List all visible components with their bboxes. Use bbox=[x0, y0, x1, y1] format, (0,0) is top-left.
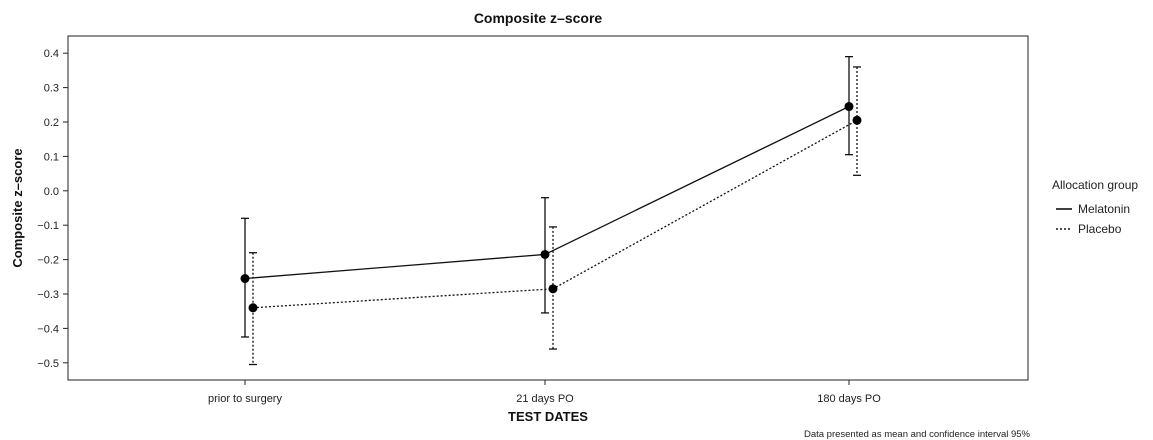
footnote: Data presented as mean and confidence in… bbox=[804, 429, 1031, 440]
series-melatonin bbox=[240, 55, 854, 338]
legend-title: Allocation group bbox=[1052, 178, 1138, 192]
y-tick-label: 0.2 bbox=[44, 117, 59, 129]
series-line bbox=[252, 119, 858, 309]
data-point bbox=[540, 249, 550, 259]
y-tick-label: −0.3 bbox=[37, 289, 59, 301]
y-tick-label: 0.0 bbox=[44, 186, 59, 198]
y-tick-label: −0.1 bbox=[37, 220, 59, 232]
y-axis: 0.4 0.3 0.2 0.1 0.0 −0.1 −0.2 −0.3 −0.4 −0.5 bbox=[37, 48, 68, 370]
legend: Allocation group Melatonin Placebo bbox=[1052, 178, 1138, 236]
y-tick-label: 0.1 bbox=[44, 151, 59, 163]
data-point bbox=[852, 115, 862, 125]
plot-area bbox=[67, 35, 1029, 381]
series-layer bbox=[240, 55, 862, 366]
y-tick-label: 0.4 bbox=[44, 48, 59, 60]
x-tick-label: 180 days PO bbox=[817, 393, 881, 405]
x-axis-title: TEST DATES bbox=[508, 409, 588, 424]
x-tick-label: prior to surgery bbox=[208, 393, 282, 405]
y-tick-label: −0.2 bbox=[37, 255, 59, 267]
data-point bbox=[248, 303, 258, 313]
data-point bbox=[844, 102, 854, 112]
y-tick-label: −0.4 bbox=[37, 323, 59, 335]
data-point bbox=[240, 274, 250, 284]
chart-title: Composite z–score bbox=[474, 10, 603, 26]
data-point bbox=[548, 284, 558, 294]
legend-label-melatonin: Melatonin bbox=[1078, 202, 1130, 216]
y-axis-title: Composite z–score bbox=[10, 148, 25, 267]
x-axis: prior to surgery 21 days PO 180 days PO bbox=[208, 380, 881, 405]
legend-label-placebo: Placebo bbox=[1078, 222, 1122, 236]
y-tick-label: −0.5 bbox=[37, 358, 59, 370]
x-tick-label: 21 days PO bbox=[516, 393, 574, 405]
y-tick-label: 0.3 bbox=[44, 83, 59, 95]
series-placebo bbox=[248, 66, 862, 366]
